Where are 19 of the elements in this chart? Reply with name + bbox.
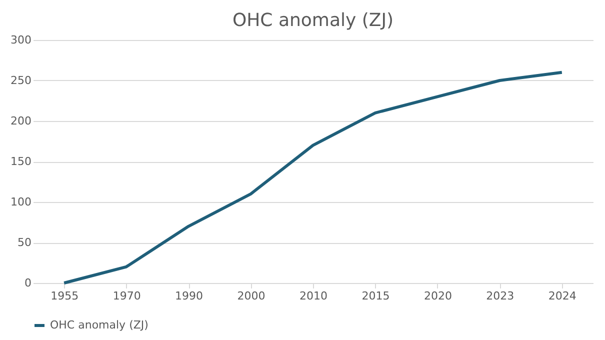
x-tick-label: 2000 bbox=[237, 290, 266, 302]
y-tick-label: 0 bbox=[24, 276, 32, 290]
x-tick-label: 2023 bbox=[486, 290, 514, 302]
line-series bbox=[62, 70, 564, 284]
y-tick-label: 150 bbox=[10, 155, 32, 168]
x-tick-label: 2015 bbox=[362, 290, 390, 302]
x-tick-label: 2020 bbox=[424, 290, 452, 302]
chart-title: OHC anomaly (ZJ) bbox=[232, 10, 394, 31]
y-tick-label: 100 bbox=[10, 196, 32, 208]
y-tick-label: 250 bbox=[10, 74, 32, 87]
x-tick-label: 1990 bbox=[175, 290, 204, 302]
x-tick-label: 1970 bbox=[112, 290, 141, 302]
x-tick-label: 2024 bbox=[548, 290, 576, 302]
y-tick-label: 200 bbox=[10, 114, 32, 128]
x-tick-label: 2010 bbox=[300, 290, 328, 302]
x-tick-label: 1955 bbox=[50, 290, 79, 302]
legend-label: OHC anomaly (ZJ) bbox=[50, 318, 148, 332]
y-tick-label: 300 bbox=[10, 34, 32, 46]
y-tick-label: 50 bbox=[18, 236, 32, 249]
